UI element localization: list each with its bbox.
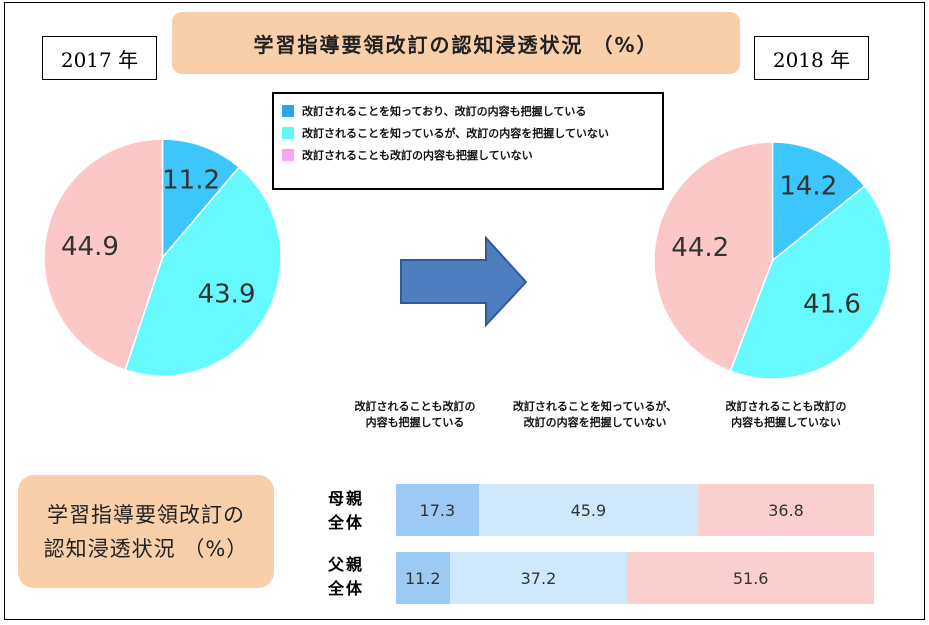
bar-segment: 17.3 xyxy=(396,484,479,536)
row-label-line: 全体 xyxy=(327,513,364,532)
pie-chart-2018: 14.2 41.6 44.2 xyxy=(653,141,892,380)
year-label-2017: 2017 年 xyxy=(42,36,157,80)
column-header-line: 改訂されることを知っているが、 xyxy=(512,400,678,413)
pie-data-label: 11.2 xyxy=(162,166,220,196)
pie-slice xyxy=(161,138,241,260)
bar-segment: 36.8 xyxy=(698,484,874,536)
legend-item: 改訂されることを知っており、改訂の内容も把握している xyxy=(282,100,662,122)
year-label-2018: 2018 年 xyxy=(754,36,869,80)
pie-data-label: 43.9 xyxy=(198,279,256,309)
pie-chart-2017: 11.2 43.9 44.9 xyxy=(43,138,282,377)
legend-item: 改訂されることも改訂の内容も把握していない xyxy=(282,144,662,166)
row-label-line: 全体 xyxy=(327,579,364,598)
bar-section-title: 学習指導要領改訂の 認知浸透状況 （%） xyxy=(18,475,274,588)
column-header-line: 内容も把握していない xyxy=(731,416,841,429)
row-label-father: 父親 全体 xyxy=(321,553,371,601)
row-label-mother: 母親 全体 xyxy=(321,487,371,535)
row-label-line: 母親 xyxy=(327,489,364,508)
column-header-line: 内容も把握している xyxy=(365,416,465,429)
row-label-line: 父親 xyxy=(327,555,364,574)
pie-data-label: 44.9 xyxy=(61,232,119,262)
column-header-line: 改訂されることも改訂の xyxy=(725,400,847,413)
pie-slice xyxy=(124,166,282,377)
pie-data-label: 44.2 xyxy=(671,233,729,263)
right-arrow-icon xyxy=(400,235,528,328)
column-header-partial: 改訂されることを知っているが、 改訂の内容を把握していない xyxy=(497,399,693,431)
bar-segment: 37.2 xyxy=(449,552,628,604)
bar-segment: 11.2 xyxy=(396,552,450,604)
bar-segment: 51.6 xyxy=(627,552,874,604)
legend: 改訂されることを知っており、改訂の内容も把握している 改訂されることを知っている… xyxy=(272,92,664,190)
pie-slice xyxy=(653,141,774,373)
pie-data-label: 14.2 xyxy=(779,172,837,202)
pie-slice xyxy=(729,185,892,380)
column-header-line: 改訂されることも改訂の xyxy=(354,400,476,413)
pie-slice xyxy=(43,138,164,371)
column-header-line: 改訂の内容を把握していない xyxy=(523,416,667,429)
legend-swatch xyxy=(282,127,294,139)
legend-item: 改訂されることを知っているが、改訂の内容を把握していない xyxy=(282,122,662,144)
pie-slice xyxy=(771,141,866,263)
column-header-aware: 改訂されることも改訂の 内容も把握している xyxy=(340,399,490,431)
legend-swatch xyxy=(282,105,294,117)
column-header-unaware: 改訂されることも改訂の 内容も把握していない xyxy=(706,399,866,431)
legend-label: 改訂されることを知っているが、改訂の内容を把握していない xyxy=(302,127,609,140)
bar-segment: 45.9 xyxy=(478,484,699,536)
bar-section-title-line2: 認知浸透状況 （%） xyxy=(43,536,249,561)
legend-label: 改訂されることを知っており、改訂の内容も把握している xyxy=(302,105,587,118)
legend-label: 改訂されることも改訂の内容も把握していない xyxy=(302,149,533,162)
legend-swatch xyxy=(282,149,294,161)
pie-data-label: 41.6 xyxy=(803,290,861,320)
bar-section-title-line1: 学習指導要領改訂の xyxy=(47,502,245,527)
chart-title: 学習指導要領改訂の認知浸透状況 （%） xyxy=(172,12,740,74)
